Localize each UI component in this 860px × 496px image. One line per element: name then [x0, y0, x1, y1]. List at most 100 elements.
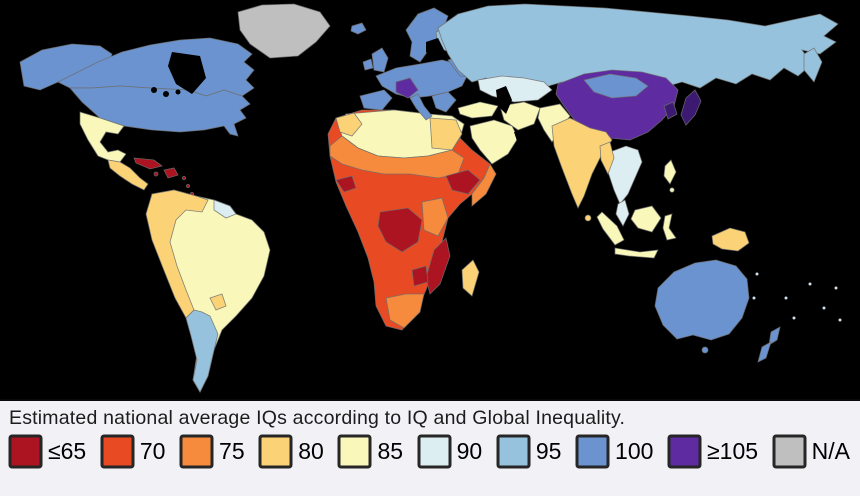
region-sulawesi: [662, 213, 677, 241]
region-malay-peninsula: [615, 199, 630, 227]
region-ethiopia: [445, 169, 481, 195]
region-turkey: [457, 101, 499, 119]
region-iran: [499, 101, 541, 131]
swatch-rect-85: [337, 434, 372, 469]
legend-item-na: N/A: [772, 434, 850, 469]
region-hispaniola: [163, 167, 179, 179]
region-new-guinea: [711, 227, 750, 252]
legend-swatch-90: [417, 434, 452, 469]
swatch-rect-80: [258, 434, 293, 469]
region-kenya-tanzania: [421, 197, 449, 237]
region-greenland: [237, 3, 331, 59]
pacific-island-dot: [822, 306, 826, 310]
region-uk: [371, 47, 389, 73]
region-mindanao: [669, 187, 675, 193]
region-australia: [654, 259, 750, 341]
region-antilles-1: [181, 175, 186, 180]
region-guinea: [335, 175, 357, 193]
swatch-rect-le65: [8, 434, 43, 469]
region-morocco: [335, 112, 363, 137]
region-antilles-2: [185, 183, 190, 188]
legend-swatch-85: [337, 434, 372, 469]
legend-item-85: 85: [337, 434, 403, 469]
region-iberia: [359, 89, 393, 111]
legend-label-na: N/A: [811, 438, 850, 464]
region-somalia: [471, 163, 497, 207]
legend-swatch-na: [772, 434, 807, 469]
legend-swatch-ge105: [667, 434, 702, 469]
world-map-container: [19, 3, 842, 393]
region-kazakhstan: [477, 75, 553, 103]
pacific-island-dot: [792, 316, 796, 320]
region-sri-lanka: [584, 214, 592, 222]
region-jamaica: [153, 171, 159, 177]
region-egypt: [429, 117, 463, 151]
legend-swatch-80: [258, 434, 293, 469]
legend-item-70: 70: [100, 434, 166, 469]
legend-label-85: 85: [377, 438, 404, 464]
baltic-sea: [426, 38, 444, 60]
region-south-africa: [385, 293, 425, 329]
legend-label-70: 70: [139, 438, 166, 464]
region-arabia: [469, 119, 519, 165]
swatch-rect-100: [575, 434, 610, 469]
region-china: [555, 69, 679, 141]
region-usa: [69, 85, 251, 137]
legend-swatch-100: [575, 434, 610, 469]
legend-swatch-75: [179, 434, 214, 469]
legend-item-100: 100: [575, 434, 653, 469]
region-iceland: [350, 22, 367, 35]
great-lake-2: [163, 91, 169, 97]
region-congo: [377, 207, 423, 253]
region-sahel: [329, 135, 465, 179]
legend-item-ge105: ≥105: [667, 434, 758, 469]
region-java: [614, 247, 659, 259]
swatch-rect-70: [100, 434, 135, 469]
legend-swatch-95: [496, 434, 531, 469]
legend-row: ≤65 70 75 80 85 90: [0, 432, 860, 469]
legend-label-90: 90: [456, 438, 483, 464]
swatch-rect-95: [496, 434, 531, 469]
region-madagascar: [461, 259, 480, 297]
legend-swatch-le65: [8, 434, 43, 469]
region-new-zealand-north: [768, 326, 781, 346]
region-myanmar: [599, 141, 615, 175]
swatch-rect-na: [772, 434, 807, 469]
region-italy: [409, 93, 433, 121]
region-mexico: [79, 111, 127, 163]
legend-label-95: 95: [535, 438, 562, 464]
pacific-island-dot: [838, 318, 842, 322]
region-central-europe-alpine: [395, 77, 419, 99]
legend-item-90: 90: [417, 434, 483, 469]
region-balkans: [431, 91, 457, 113]
legend-label-ge105: ≥105: [707, 438, 759, 464]
region-mongolia: [583, 73, 649, 99]
hudson-bay: [168, 52, 206, 94]
legend-title: Estimated national average IQs according…: [9, 407, 626, 429]
region-india: [551, 117, 613, 209]
black-sea: [456, 90, 488, 103]
pacific-island-dot: [808, 282, 812, 286]
pacific-island-dot: [784, 296, 788, 300]
legend-label-le65: ≤65: [48, 438, 87, 464]
persian-gulf: [514, 130, 525, 141]
swatch-rect-ge105: [667, 434, 702, 469]
pacific-island-dot: [752, 296, 756, 300]
legend-label-100: 100: [615, 438, 654, 464]
region-zimbabwe: [411, 265, 429, 287]
region-new-zealand-south: [757, 341, 772, 363]
region-kamchatka: [803, 47, 823, 83]
legend-item-le65: ≤65: [8, 434, 86, 469]
pacific-island-dot: [755, 272, 759, 276]
legend-label-80: 80: [298, 438, 324, 464]
region-guyanas: [213, 199, 237, 219]
region-cuba: [133, 157, 163, 170]
world-map: [19, 3, 842, 393]
legend-item-95: 95: [496, 434, 562, 469]
swatch-rect-90: [417, 434, 452, 469]
swatch-rect-75: [179, 434, 214, 469]
pacific-island-dot: [834, 286, 838, 290]
region-andean-states: [145, 189, 209, 319]
region-ireland: [362, 58, 374, 71]
